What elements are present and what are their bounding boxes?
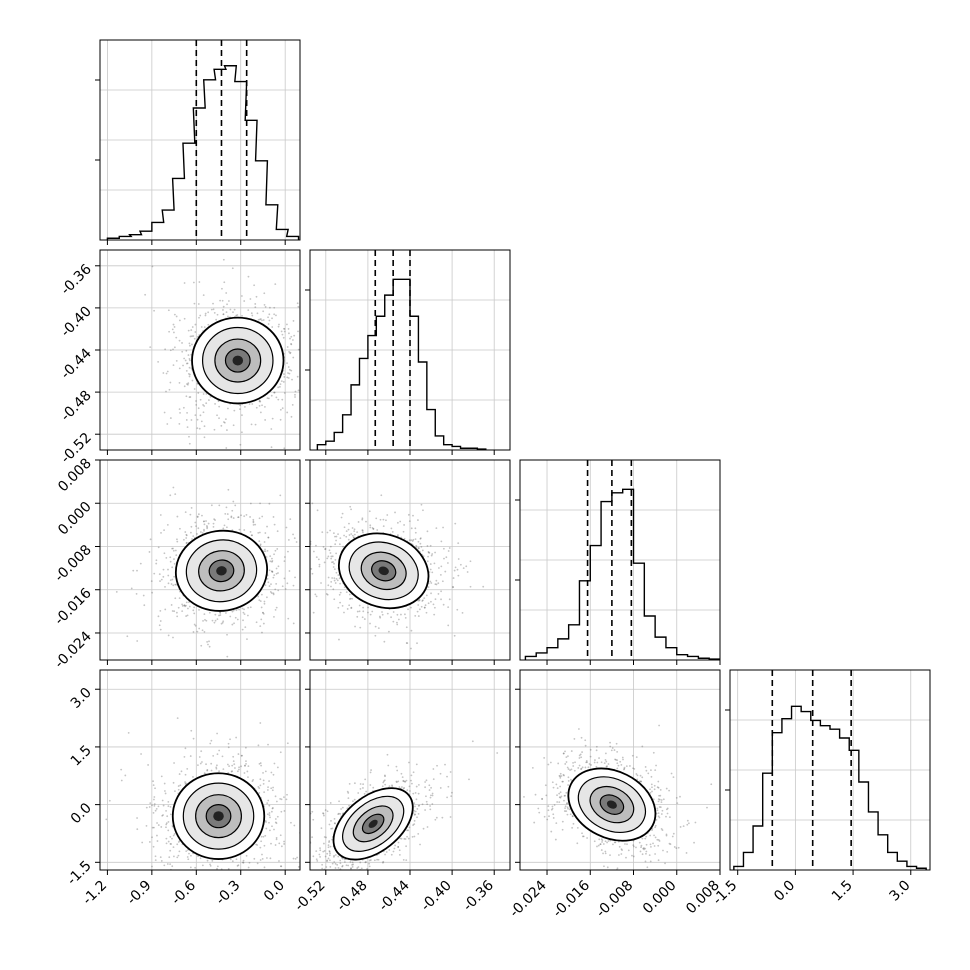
y-tick-label: -0.44 <box>58 345 95 382</box>
x-tick-label: -0.44 <box>376 877 413 914</box>
panel-1-0: -0.52 -0.48 -0.44 -0.40 -0.36 <box>58 249 301 467</box>
histogram-2 <box>524 488 720 660</box>
y-tick-label: 1.5 <box>68 742 95 769</box>
x-tick-label: -0.6 <box>168 877 199 908</box>
x-tick-label: -0.52 <box>292 878 329 915</box>
x-tick-label: 0.000 <box>640 878 680 918</box>
panel-3-3: -1.5 0.0 1.5 3.0 <box>710 669 931 908</box>
axes-frame <box>99 39 301 241</box>
y-tick-label: -0.024 <box>52 628 95 671</box>
panel-3-0: -1.2 -0.9 -0.6 -0.3 0.0 -1.5 0.0 1.5 3.0 <box>64 669 301 909</box>
x-tick-label: -0.008 <box>593 878 636 921</box>
x-tick-label: -0.40 <box>418 878 455 915</box>
histogram-0 <box>106 65 300 240</box>
x-tick-label: 0.0 <box>771 878 798 905</box>
y-tick-label: -0.40 <box>58 303 95 340</box>
y-tick-label: -0.008 <box>52 542 95 585</box>
histogram-3 <box>733 705 927 870</box>
x-tick-label: -0.9 <box>124 878 155 909</box>
x-tick-label: -0.3 <box>213 878 244 909</box>
axes-frame <box>99 459 301 661</box>
y-tick-label: 3.0 <box>68 685 95 712</box>
axes-frame <box>729 669 931 871</box>
axes-frame <box>519 669 721 871</box>
x-tick-label: -0.36 <box>460 877 497 914</box>
y-tick-label: 0.000 <box>55 499 95 539</box>
x-tick-label: 1.5 <box>829 878 856 905</box>
density-peak <box>213 811 224 822</box>
x-tick-label: 3.0 <box>887 878 914 905</box>
y-tick-label: -0.52 <box>58 430 95 467</box>
y-tick-label: -0.36 <box>58 261 95 298</box>
density-peak <box>606 800 617 809</box>
x-tick-label: -0.024 <box>507 877 550 920</box>
density-peak <box>232 355 244 366</box>
axes-frame <box>519 459 721 661</box>
y-tick-label: -1.5 <box>64 858 95 889</box>
panel-3-1: -0.52 -0.48 -0.44 -0.40 -0.36 <box>292 669 511 915</box>
panel-3-2: -0.024 -0.016 -0.008 0.000 0.008 <box>507 669 723 921</box>
density-peak <box>216 566 227 576</box>
histogram-1 <box>316 278 487 450</box>
x-tick-label: -0.48 <box>334 878 371 915</box>
axes-frame <box>99 669 301 871</box>
panels-group: -0.52-0.48-0.44-0.40-0.36-0.024-0.016-0.… <box>52 39 931 921</box>
x-tick-label: -0.016 <box>550 877 593 920</box>
panel-1-1 <box>305 249 511 455</box>
y-tick-label: -0.48 <box>58 388 95 425</box>
x-tick-label: 0.0 <box>261 878 288 905</box>
x-tick-label: -1.2 <box>80 878 111 909</box>
y-tick-label: 0.0 <box>68 800 95 827</box>
panel-2-1 <box>305 459 511 665</box>
panel-2-2 <box>515 459 721 665</box>
y-tick-label: 0.008 <box>55 456 95 496</box>
panel-0-0 <box>95 39 301 245</box>
y-tick-label: -0.016 <box>52 585 95 628</box>
density-peak <box>368 819 378 828</box>
density-peak <box>378 566 389 576</box>
